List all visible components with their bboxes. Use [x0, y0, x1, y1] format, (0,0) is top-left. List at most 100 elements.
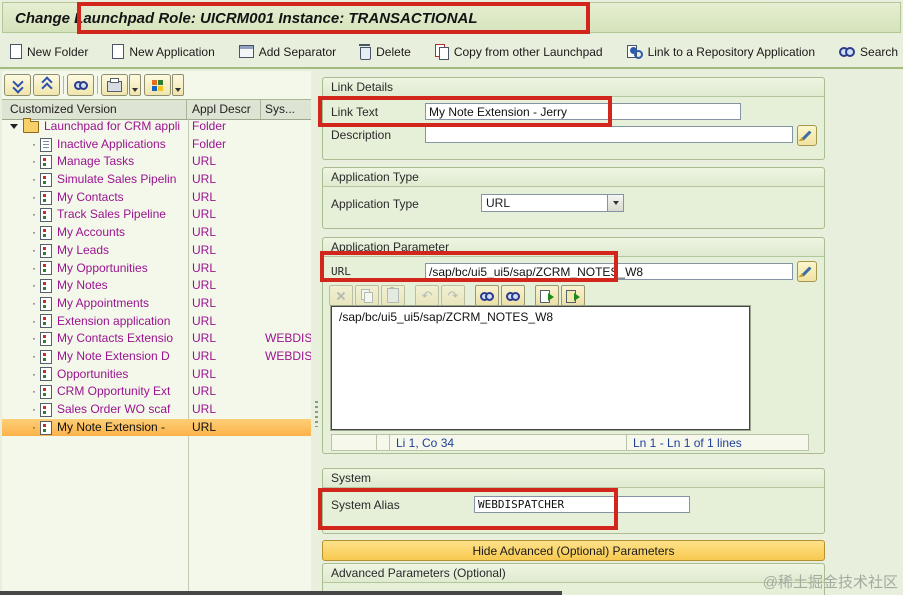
paste-button[interactable] — [381, 285, 405, 306]
copy-icon — [361, 289, 373, 303]
tree-row-sys: WEBDIS — [265, 348, 311, 363]
expand-all-button[interactable] — [4, 74, 31, 96]
expander-triangle-icon[interactable] — [10, 124, 18, 130]
tree-row[interactable]: · Track Sales Pipeline URL — [2, 206, 311, 224]
tree-row-type: URL — [192, 172, 217, 187]
splitter-handle[interactable] — [315, 401, 318, 427]
tree-row[interactable]: · My Leads URL — [2, 242, 311, 260]
tree-row[interactable]: · My Note Extension - URL — [2, 418, 311, 437]
edit-description-button[interactable] — [797, 125, 817, 146]
column-divider — [188, 118, 189, 595]
new-folder-button[interactable]: New Folder — [10, 44, 88, 59]
binoculars-icon — [73, 81, 88, 90]
copy-button[interactable] — [355, 285, 379, 306]
tree-row[interactable]: · Sales Order WO scaf URL — [2, 401, 311, 419]
import-text-button[interactable] — [535, 285, 559, 306]
binoculars-icon — [839, 46, 856, 57]
binoculars-icon — [480, 291, 494, 301]
page-title: Change Launchpad Role: UICRM001 Instance… — [15, 10, 478, 27]
dropdown-button[interactable] — [607, 194, 624, 212]
tree-row[interactable]: · My Note Extension D URL WEBDIS — [2, 348, 311, 366]
tree-row[interactable]: · My Contacts Extensio URL WEBDIS — [2, 330, 311, 348]
print-button[interactable] — [101, 74, 128, 96]
dropdown-value: URL — [481, 194, 607, 212]
hide-advanced-parameters-button[interactable]: Hide Advanced (Optional) Parameters — [322, 540, 825, 561]
application-type-dropdown[interactable]: URL — [481, 194, 624, 212]
url-page-icon — [40, 349, 52, 364]
system-alias-input[interactable] — [474, 496, 690, 513]
tree-row[interactable]: · My Opportunities URL — [2, 260, 311, 278]
tree-row-label: My Accounts — [57, 225, 126, 240]
tree-row[interactable]: · Inactive Applications Folder — [2, 136, 311, 154]
new-page-icon — [10, 44, 22, 59]
tree-row-label: My Note Extension - — [57, 419, 166, 434]
edit-url-button[interactable] — [797, 261, 817, 282]
tree-row-type: URL — [192, 366, 217, 381]
button-label: Add Separator — [258, 44, 337, 59]
tree-row[interactable]: · My Accounts URL — [2, 224, 311, 242]
bullet-icon: · — [32, 172, 36, 187]
tree-toolbar — [4, 74, 184, 96]
url-page-icon — [40, 190, 52, 205]
description-input[interactable] — [425, 126, 793, 143]
add-separator-button[interactable]: Add Separator — [238, 44, 337, 59]
tree-row[interactable]: · My Notes URL — [2, 277, 311, 295]
tree-row[interactable]: · My Contacts URL — [2, 189, 311, 207]
copy-from-launchpad-button[interactable]: Copy from other Launchpad — [434, 44, 603, 60]
search-button[interactable]: Search — [839, 45, 898, 59]
print-dropdown-button[interactable] — [129, 74, 141, 96]
find-button[interactable] — [475, 285, 499, 306]
export-text-button[interactable] — [561, 285, 585, 306]
tree-row[interactable]: · Extension application URL — [2, 313, 311, 331]
copy-pages-icon — [434, 44, 449, 60]
tree-row-label: Manage Tasks — [57, 154, 135, 169]
url-page-icon — [40, 385, 52, 400]
bullet-icon: · — [32, 225, 36, 240]
link-text-input[interactable] — [425, 103, 741, 120]
bullet-icon: · — [32, 189, 36, 204]
new-application-button[interactable]: New Application — [112, 44, 215, 59]
tree-row[interactable]: · CRM Opportunity Ext URL — [2, 383, 311, 401]
tree-row[interactable]: · My Appointments URL — [2, 295, 311, 313]
column-header-sys[interactable]: Sys... — [265, 102, 296, 116]
launchpad-tree-panel: Customized Version Appl Descr Sys... Lau… — [2, 71, 311, 595]
tree-row-type: URL — [192, 207, 217, 222]
tree-row[interactable]: · Manage Tasks URL — [2, 153, 311, 171]
tree-row-type: URL — [192, 419, 217, 434]
redo-button[interactable]: ↷ — [441, 285, 465, 306]
tree-row-type: URL — [192, 260, 217, 275]
application-type-label: Application Type — [331, 197, 419, 211]
collapse-all-button[interactable] — [33, 74, 60, 96]
advanced-parameters-section: Advanced Parameters (Optional) — [322, 563, 825, 595]
bullet-icon: · — [32, 348, 36, 363]
panel-splitter[interactable] — [311, 71, 322, 595]
url-page-icon — [40, 243, 52, 258]
find-next-button[interactable]: + — [501, 285, 525, 306]
link-details-section: Link Details Link Text Description — [322, 77, 825, 160]
url-page-icon — [40, 296, 52, 311]
delete-button[interactable]: Delete — [359, 43, 411, 60]
find-button[interactable] — [67, 74, 94, 96]
editor-status-bar: Li 1, Co 34 Ln 1 - Ln 1 of 1 lines — [331, 434, 809, 451]
tree-row-type: URL — [192, 348, 217, 363]
import-arrow-icon — [540, 289, 554, 303]
column-header-appl-descr[interactable]: Appl Descr — [192, 102, 251, 116]
parameter-text-editor[interactable]: /sap/bc/ui5_ui5/sap/ZCRM_NOTES_W8 — [331, 306, 750, 430]
tree-row[interactable]: · Simulate Sales Pipelin URL — [2, 171, 311, 189]
button-label: Search — [860, 44, 899, 59]
tree-row-label: Opportunities — [57, 366, 129, 381]
cut-button[interactable] — [329, 285, 353, 306]
toolbar-separator — [63, 76, 64, 94]
url-page-icon — [40, 367, 52, 382]
link-repository-button[interactable]: Link to a Repository Application — [626, 44, 815, 59]
layout-dropdown-button[interactable] — [172, 74, 184, 96]
url-input[interactable] — [425, 263, 793, 280]
undo-button[interactable]: ↶ — [415, 285, 439, 306]
column-header-customized-version[interactable]: Customized Version — [10, 102, 117, 116]
status-line-count: Ln 1 - Ln 1 of 1 lines — [627, 434, 809, 451]
tree-row-label: My Contacts — [57, 189, 124, 204]
chevron-down-icon — [612, 201, 619, 205]
tree-row[interactable]: · Opportunities URL — [2, 366, 311, 384]
layout-button[interactable] — [144, 74, 171, 96]
tree-row-root[interactable]: Launchpad for CRM appli Folder — [2, 118, 311, 136]
